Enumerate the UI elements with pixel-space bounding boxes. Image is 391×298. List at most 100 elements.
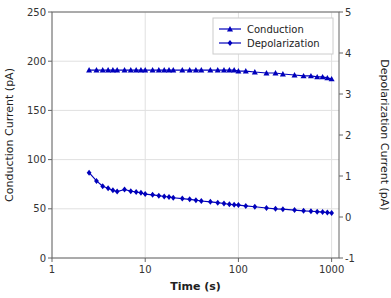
data-point bbox=[252, 204, 257, 210]
data-point bbox=[308, 73, 314, 78]
data-point bbox=[320, 74, 326, 79]
y-tick bbox=[48, 208, 52, 209]
data-point bbox=[264, 205, 269, 211]
legend-marker bbox=[227, 26, 233, 31]
data-point bbox=[114, 67, 120, 72]
data-point bbox=[150, 67, 156, 72]
data-point bbox=[199, 198, 204, 204]
data-point bbox=[171, 195, 176, 201]
data-point bbox=[222, 200, 227, 206]
y2-tick bbox=[339, 135, 343, 136]
data-point bbox=[134, 189, 139, 195]
data-point bbox=[156, 193, 161, 199]
y-tick bbox=[48, 258, 52, 259]
x-tick-label: 100 bbox=[229, 264, 248, 275]
data-point bbox=[215, 67, 221, 72]
plot-frame bbox=[52, 12, 339, 258]
y2-tick bbox=[339, 217, 343, 218]
data-point bbox=[94, 178, 99, 184]
data-point bbox=[86, 67, 92, 72]
data-point bbox=[273, 206, 278, 212]
x-tick bbox=[52, 258, 53, 262]
data-point bbox=[301, 208, 306, 214]
data-point bbox=[187, 196, 192, 202]
data-point bbox=[161, 67, 167, 72]
y-tick-label: 200 bbox=[27, 56, 46, 67]
grid bbox=[52, 12, 339, 258]
y-tick bbox=[48, 159, 52, 160]
data-point bbox=[243, 68, 249, 73]
chart: 1101001000Time (s)050100150200250Conduct… bbox=[0, 0, 391, 298]
series bbox=[87, 170, 334, 216]
data-point bbox=[87, 170, 92, 176]
x-tick bbox=[331, 258, 332, 262]
data-point bbox=[128, 188, 133, 194]
data-point bbox=[133, 67, 139, 72]
y2-tick-label: 5 bbox=[345, 7, 351, 18]
x-tick-label: 1000 bbox=[319, 264, 344, 275]
data-point bbox=[193, 67, 199, 72]
data-point bbox=[301, 73, 307, 78]
y2-tick bbox=[339, 12, 343, 13]
data-point bbox=[227, 201, 232, 207]
y2-axis-label: Depolarization Current (pA) bbox=[378, 59, 391, 210]
y-tick-label: 150 bbox=[27, 105, 46, 116]
y-tick-label: 100 bbox=[27, 154, 46, 165]
x-tick-label: 10 bbox=[139, 264, 152, 275]
y2-tick bbox=[339, 258, 343, 259]
series bbox=[86, 67, 335, 81]
legend: Conduction Depolarization bbox=[213, 18, 333, 54]
x-tick bbox=[145, 258, 146, 262]
y-axis-label: Conduction Current (pA) bbox=[3, 68, 16, 202]
data-point bbox=[156, 67, 162, 72]
data-point bbox=[221, 67, 227, 72]
x-grid-line bbox=[145, 12, 146, 258]
data-point bbox=[320, 209, 325, 215]
y-grid-line bbox=[52, 61, 339, 62]
data-point bbox=[280, 71, 286, 76]
legend-label: Conduction bbox=[247, 24, 304, 35]
data-point bbox=[232, 202, 237, 208]
data-point bbox=[207, 67, 213, 72]
data-point bbox=[100, 183, 105, 189]
data-point bbox=[309, 208, 314, 214]
y-grid-line bbox=[52, 159, 339, 160]
y2-tick bbox=[339, 176, 343, 177]
x-tick-label: 1 bbox=[49, 264, 55, 275]
x-axis-label: Time (s) bbox=[170, 280, 221, 293]
plot-area bbox=[86, 67, 335, 216]
data-point bbox=[243, 203, 248, 209]
data-point bbox=[325, 209, 330, 215]
data-point bbox=[292, 207, 297, 213]
data-point bbox=[324, 75, 330, 80]
data-point bbox=[143, 191, 148, 197]
data-point bbox=[315, 209, 320, 215]
y-tick-label: 250 bbox=[27, 7, 46, 18]
y2-tick-label: 2 bbox=[345, 130, 351, 141]
data-point bbox=[128, 67, 134, 72]
y2-tick-label: 0 bbox=[345, 212, 351, 223]
background bbox=[0, 0, 391, 298]
data-point bbox=[252, 69, 258, 74]
data-point bbox=[329, 210, 334, 216]
data-point bbox=[314, 74, 320, 79]
data-point bbox=[208, 199, 213, 205]
x-axis: 1 10 100 1000 bbox=[49, 258, 345, 275]
data-point bbox=[162, 194, 167, 200]
data-point bbox=[150, 192, 155, 198]
data-point bbox=[263, 70, 269, 75]
data-point bbox=[167, 194, 172, 200]
y-tick bbox=[48, 110, 52, 111]
data-point bbox=[280, 206, 285, 212]
y2-tick-label: 3 bbox=[345, 89, 351, 100]
data-point bbox=[110, 187, 115, 193]
data-point bbox=[105, 67, 111, 72]
data-point bbox=[139, 190, 144, 196]
data-point bbox=[198, 67, 204, 72]
y2-tick-label: 1 bbox=[345, 171, 351, 182]
y2-axis: -1012345 bbox=[339, 7, 355, 264]
data-point bbox=[226, 67, 232, 72]
data-point bbox=[231, 67, 237, 72]
legend-label: Depolarization bbox=[247, 38, 320, 49]
legend-box bbox=[213, 18, 333, 54]
